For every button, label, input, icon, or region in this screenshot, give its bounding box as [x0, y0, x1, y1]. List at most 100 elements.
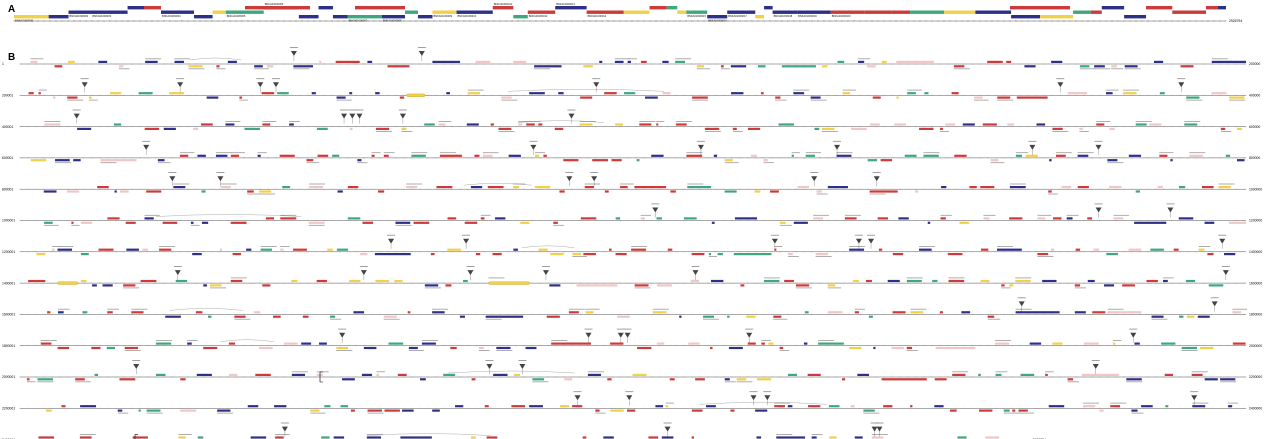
gene-feature: [342, 378, 355, 381]
gene-feature: [206, 96, 219, 99]
insertion-marker: [217, 176, 224, 182]
gene-feature: [617, 315, 630, 318]
gene-feature: [679, 315, 682, 318]
gene-feature: [639, 123, 652, 126]
gene-feature: [1067, 378, 1074, 381]
gene-feature: [1146, 279, 1158, 283]
gene-feature: [197, 154, 206, 157]
gene-feature: [585, 311, 594, 314]
gene-feature: [1186, 96, 1200, 99]
gene-feature: [335, 60, 360, 63]
connector-arc: [220, 339, 275, 342]
gene-feature: [662, 60, 669, 63]
gene-feature: [97, 186, 109, 189]
gene-feature: [981, 248, 989, 251]
gene-feature: [784, 279, 794, 283]
gene-feature: [201, 123, 213, 126]
gene-feature: [603, 436, 614, 439]
gene-feature: [375, 279, 390, 283]
gene-feature: [124, 346, 139, 350]
contig-block: [1011, 15, 1041, 19]
connector-arc: [507, 89, 665, 92]
gene-label-mark: [779, 350, 790, 351]
gene-feature: [349, 92, 353, 95]
gene-feature: [662, 92, 671, 95]
track-row: 1 200000: [2, 47, 1260, 70]
gene-feature: [724, 159, 733, 162]
gene-label-mark: [230, 277, 247, 279]
gene-feature: [865, 279, 872, 283]
gene-label-mark: [44, 224, 59, 226]
gene-feature: [651, 154, 664, 157]
gene-feature: [686, 154, 703, 157]
gene-feature: [1015, 154, 1022, 157]
gene-feature: [776, 436, 806, 439]
gene-feature: [450, 346, 457, 350]
gene-feature: [667, 248, 673, 251]
gene-label-mark: [395, 224, 412, 226]
insertion-marker-label-mark: [173, 266, 182, 267]
gene-feature: [1224, 253, 1236, 256]
track-end-coordinate: 1000000: [1249, 187, 1262, 191]
insertion-marker: [746, 332, 753, 338]
gene-feature: [842, 378, 846, 381]
gene-feature: [169, 92, 185, 95]
gene-label-mark: [675, 58, 692, 60]
gene-feature: [1009, 284, 1014, 287]
gene-feature: [1149, 123, 1162, 126]
gene-feature: [80, 405, 97, 408]
gene-feature: [366, 436, 381, 439]
gene-feature: [80, 221, 93, 224]
gene-label-mark: [1110, 402, 1127, 404]
track-start-coordinate: 1600001: [2, 313, 15, 317]
gene-feature: [996, 248, 1022, 251]
gene-label-mark: [1184, 121, 1201, 122]
gene-feature: [363, 346, 377, 350]
gene-label-mark: [844, 214, 861, 216]
gene-label-mark: [996, 246, 1013, 247]
insertion-marker: [257, 82, 264, 88]
gene-feature: [1107, 311, 1142, 314]
gene-feature: [1006, 60, 1012, 63]
gene-feature: [217, 409, 231, 412]
gene-feature: [1141, 405, 1153, 408]
gene-feature: [559, 405, 570, 408]
gene-feature: [691, 253, 705, 256]
gene-feature: [244, 127, 261, 130]
insertion-marker-label-mark: [355, 109, 364, 111]
gene-feature: [26, 378, 30, 381]
gene-feature: [882, 60, 887, 63]
gene-label-mark: [336, 350, 353, 351]
gene-feature: [898, 217, 909, 220]
gene-feature: [421, 342, 436, 345]
gene-feature: [746, 315, 756, 318]
gene-feature: [627, 409, 636, 412]
gene-feature: [892, 253, 904, 256]
gene-feature: [1124, 65, 1138, 68]
gene-feature: [247, 190, 254, 193]
gene-label-mark: [217, 412, 234, 414]
insertion-marker-label-mark: [663, 422, 672, 424]
gene-feature: [349, 279, 361, 283]
gene-label-mark: [501, 99, 518, 101]
gene-feature: [47, 311, 51, 314]
contig-name: BNKA01000014: [588, 14, 607, 18]
gene-feature: [230, 279, 243, 283]
gene-feature: [55, 159, 70, 162]
gene-feature: [919, 248, 932, 251]
gene-label-mark: [478, 350, 490, 351]
gene-feature: [954, 154, 967, 157]
gene-feature: [520, 221, 530, 224]
gene-feature: [36, 253, 46, 256]
gene-label-mark: [330, 318, 342, 320]
gene-label-mark: [432, 308, 449, 310]
gene-feature: [470, 186, 483, 189]
gene-feature: [1208, 284, 1224, 287]
track-row: 1400001 1600000: [2, 266, 1262, 289]
insertion-marker: [566, 176, 573, 182]
gene-label-mark: [1124, 68, 1141, 70]
gene-feature: [52, 96, 56, 99]
gene-label-mark: [995, 371, 1008, 373]
gene-feature: [894, 123, 906, 126]
gene-feature: [375, 127, 390, 130]
